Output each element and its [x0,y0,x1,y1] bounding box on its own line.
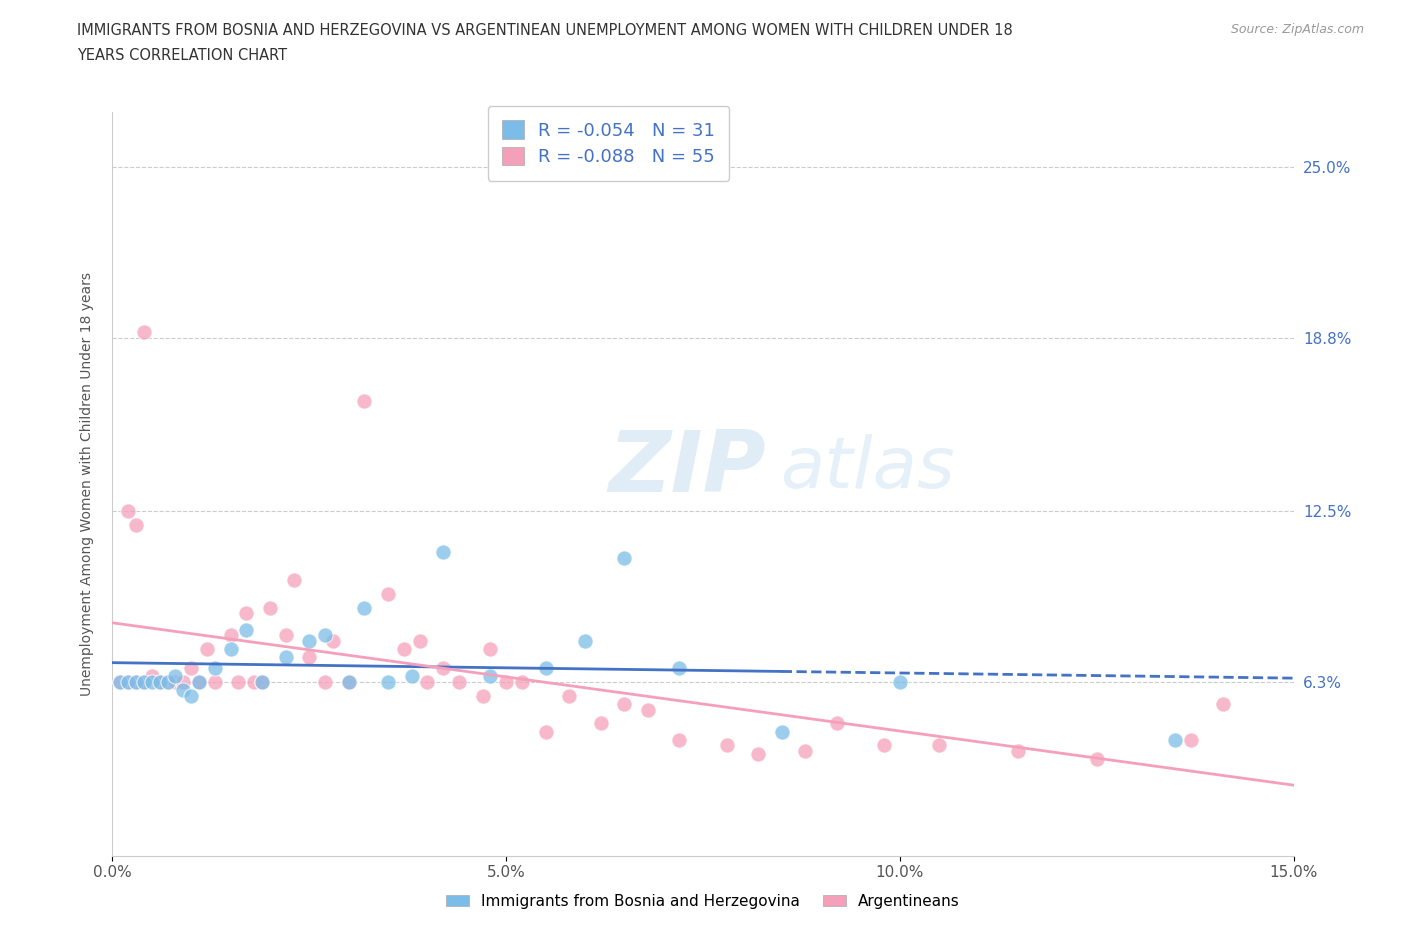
Text: IMMIGRANTS FROM BOSNIA AND HERZEGOVINA VS ARGENTINEAN UNEMPLOYMENT AMONG WOMEN W: IMMIGRANTS FROM BOSNIA AND HERZEGOVINA V… [77,23,1014,38]
Point [110,674,132,689]
Point [613,551,636,565]
Point [235,622,257,637]
Point [432,545,454,560]
Point [298,633,321,648]
Point [534,724,557,739]
Text: ZIP: ZIP [609,427,766,511]
Point [337,674,360,689]
Point [283,573,305,588]
Point [353,600,375,615]
Point [298,650,321,665]
Point [637,702,659,717]
Point [416,674,439,689]
Point [219,628,242,643]
Point [1007,743,1029,758]
Point [141,674,163,689]
Point [219,642,242,657]
Point [794,743,817,758]
Point [432,661,454,676]
Point [132,674,155,689]
Point [510,674,533,689]
Point [274,650,297,665]
Point [314,628,336,643]
Point [747,746,769,761]
Point [180,661,202,676]
Point [117,674,139,689]
Point [392,642,415,657]
Point [204,674,226,689]
Point [377,674,399,689]
Text: Source: ZipAtlas.com: Source: ZipAtlas.com [1230,23,1364,36]
Point [156,674,179,689]
Point [716,737,738,752]
Point [259,600,281,615]
Point [132,674,155,689]
Point [117,674,139,689]
Point [613,697,636,711]
Point [110,674,132,689]
Point [188,674,211,689]
Point [149,674,172,689]
Point [377,587,399,602]
Point [165,674,187,689]
Point [195,642,218,657]
Point [172,674,194,689]
Point [1164,733,1187,748]
Point [132,325,155,339]
Point [125,517,148,532]
Point [668,733,690,748]
Point [337,674,360,689]
Y-axis label: Unemployment Among Women with Children Under 18 years: Unemployment Among Women with Children U… [80,272,94,696]
Legend: Immigrants from Bosnia and Herzegovina, Argentineans: Immigrants from Bosnia and Herzegovina, … [437,884,969,918]
Point [322,633,344,648]
Point [770,724,793,739]
Point [471,688,494,703]
Point [1212,697,1234,711]
Point [117,504,139,519]
Point [204,661,226,676]
Point [188,674,211,689]
Point [928,737,950,752]
Point [1180,733,1202,748]
Point [534,661,557,676]
Point [250,674,273,689]
Point [243,674,266,689]
Point [165,669,187,684]
Point [889,674,911,689]
Point [479,669,502,684]
Point [125,674,148,689]
Point [1085,751,1108,766]
Point [125,674,148,689]
Text: YEARS CORRELATION CHART: YEARS CORRELATION CHART [77,48,287,63]
Point [401,669,423,684]
Point [228,674,250,689]
Point [479,642,502,657]
Point [141,669,163,684]
Point [447,674,470,689]
Point [873,737,896,752]
Point [149,674,172,689]
Point [172,683,194,698]
Point [156,674,179,689]
Point [558,688,581,703]
Point [180,688,202,703]
Point [408,633,430,648]
Point [668,661,690,676]
Point [574,633,596,648]
Text: atlas: atlas [780,434,955,503]
Point [495,674,517,689]
Point [314,674,336,689]
Point [589,716,612,731]
Point [353,393,375,408]
Point [250,674,273,689]
Point [274,628,297,643]
Legend: R = -0.054   N = 31, R = -0.088   N = 55: R = -0.054 N = 31, R = -0.088 N = 55 [488,106,730,180]
Point [825,716,848,731]
Point [235,605,257,620]
